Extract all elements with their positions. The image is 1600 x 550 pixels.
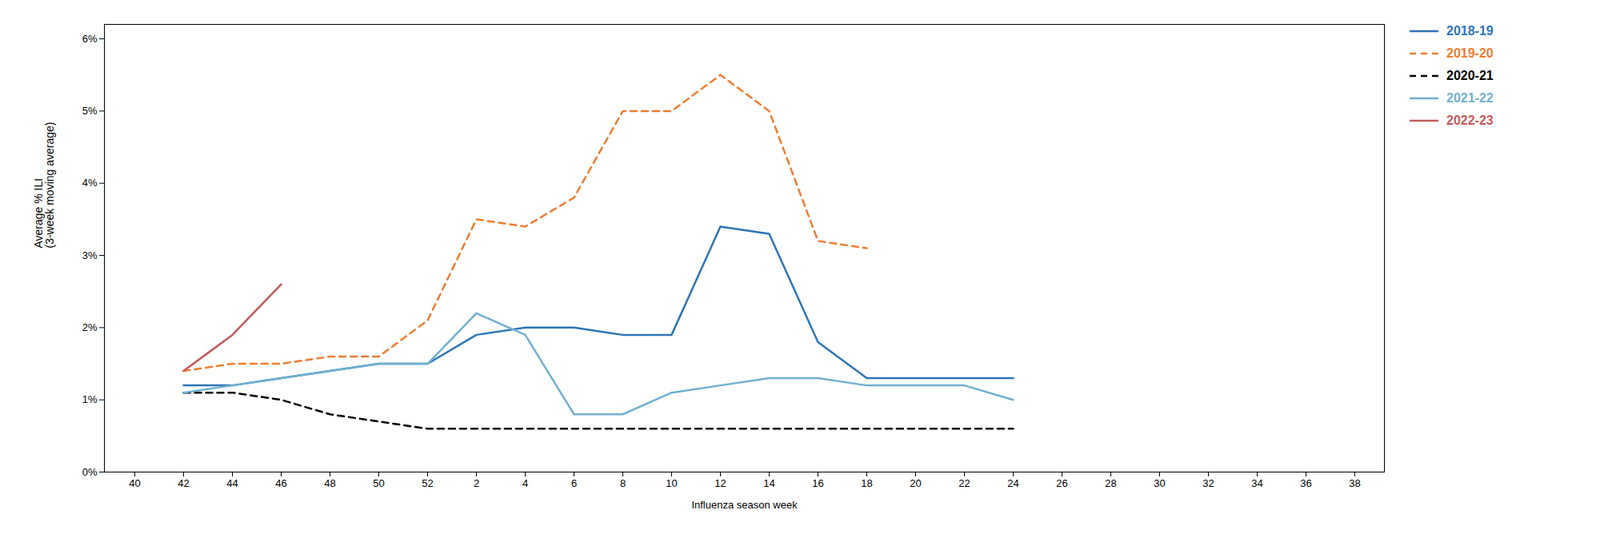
svg-text:10: 10	[665, 477, 677, 490]
svg-text:26: 26	[1056, 477, 1068, 490]
svg-text:36: 36	[1300, 477, 1312, 490]
svg-text:6%: 6%	[82, 32, 98, 45]
svg-text:52: 52	[421, 477, 433, 490]
svg-text:28: 28	[1104, 477, 1116, 490]
svg-text:22: 22	[958, 477, 970, 490]
svg-text:42: 42	[177, 477, 189, 490]
html-text:2020-21: 2020-21	[1446, 68, 1494, 83]
svg-text:50: 50	[372, 477, 384, 490]
html-text:2022-23: 2022-23	[1446, 113, 1494, 128]
svg-text:Average % ILI(3-week moving av: Average % ILI(3-week moving average)	[32, 122, 56, 249]
svg-text:18: 18	[860, 477, 872, 490]
svg-text:1%: 1%	[82, 393, 98, 406]
svg-text:5%: 5%	[82, 104, 98, 117]
svg-text:46: 46	[275, 477, 287, 490]
svg-text:4%: 4%	[82, 176, 98, 189]
svg-text:40: 40	[128, 477, 140, 490]
svg-text:32: 32	[1202, 477, 1214, 490]
svg-text:20: 20	[909, 477, 921, 490]
svg-text:34: 34	[1251, 477, 1263, 490]
svg-text:Influenza season week: Influenza season week	[691, 499, 798, 512]
svg-text:3%: 3%	[82, 249, 98, 262]
svg-text:24: 24	[1007, 477, 1019, 490]
svg-text:14: 14	[763, 477, 775, 490]
svg-text:0%: 0%	[82, 466, 98, 479]
svg-text:6: 6	[571, 477, 577, 490]
html-text:2018-19: 2018-19	[1446, 24, 1494, 38]
html-text:2021-22: 2021-22	[1446, 91, 1494, 105]
svg-text:38: 38	[1348, 477, 1360, 490]
svg-text:4: 4	[522, 477, 528, 490]
svg-text:2%: 2%	[82, 321, 98, 334]
svg-text:16: 16	[812, 477, 824, 490]
svg-text:48: 48	[324, 477, 336, 490]
svg-text:30: 30	[1153, 477, 1165, 490]
svg-text:12: 12	[714, 477, 726, 490]
svg-text:44: 44	[226, 477, 238, 490]
svg-text:2: 2	[473, 477, 480, 490]
svg-text:8: 8	[620, 477, 626, 490]
html-text:2019-20: 2019-20	[1446, 46, 1494, 60]
